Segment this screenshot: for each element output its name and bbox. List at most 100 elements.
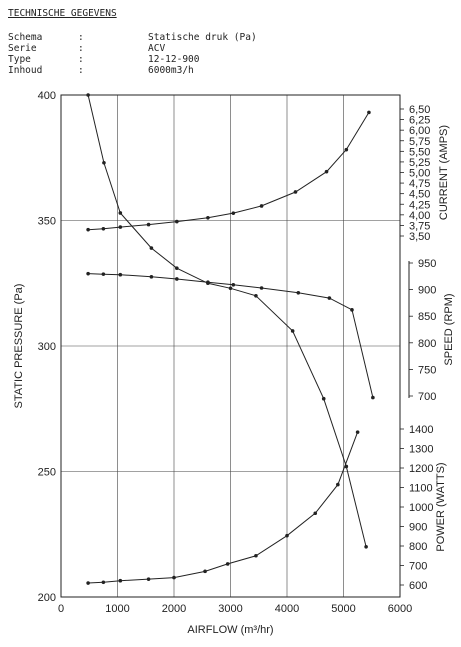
speed-data-point <box>206 280 210 284</box>
x-tick-label: 6000 <box>388 603 412 615</box>
power-tick-label: 800 <box>409 541 427 553</box>
pressure-tick-label: 350 <box>38 216 56 228</box>
power-data-point <box>254 553 258 558</box>
current-tick-label: 6,00 <box>409 125 430 137</box>
current-data-point <box>118 225 123 229</box>
spec-sep: : <box>78 32 84 43</box>
current-data-point <box>367 110 371 115</box>
power-axis-label: POWER (WATTS) <box>435 462 447 551</box>
speed-data-point <box>175 277 179 281</box>
speed-tick-label: 750 <box>418 364 436 376</box>
pressure-data-point <box>149 246 154 250</box>
current-data-point <box>101 227 106 231</box>
current-data-point <box>344 147 349 152</box>
x-tick-label: 4000 <box>275 603 299 615</box>
spec-value: ACV <box>148 43 166 54</box>
current-tick-label: 4,25 <box>409 199 430 211</box>
pressure-data-point <box>321 396 326 401</box>
spec-sep: : <box>78 54 84 65</box>
power-tick-label: 1000 <box>409 502 433 514</box>
power-data-point <box>313 511 318 516</box>
speed-data-point <box>118 272 123 277</box>
speed-tick-label: 700 <box>418 391 436 403</box>
power-tick-label: 1200 <box>409 463 433 475</box>
spec-value: 6000m3/h <box>148 65 194 76</box>
spec-key: Schema <box>8 32 43 43</box>
plot-frame <box>60 94 401 598</box>
x-tick-label: 3000 <box>218 603 242 615</box>
current-tick-label: 5,25 <box>409 157 430 169</box>
current-data-point <box>231 211 236 215</box>
power-tick-label: 1100 <box>409 483 433 495</box>
pressure-data-point <box>228 286 233 291</box>
x-tick-label: 1000 <box>105 603 129 615</box>
current-curve <box>88 112 370 231</box>
speed-data-point <box>259 286 264 290</box>
pressure-tick-label: 250 <box>38 467 56 479</box>
pressure-tick-label: 300 <box>38 341 56 353</box>
power-data-point <box>101 580 106 585</box>
speed-data-point <box>149 275 154 279</box>
pressure-data-point <box>364 545 368 549</box>
speed-curve <box>88 273 374 398</box>
pressure-data-point <box>254 294 258 298</box>
speed-data-point <box>86 271 90 276</box>
power-data-point <box>355 430 360 434</box>
current-data-point <box>175 219 179 224</box>
x-tick-label: 0 <box>58 603 64 615</box>
header-title: TECHNISCHE GEGEVENS <box>8 8 117 19</box>
power-data-point <box>146 577 151 581</box>
speed-tick-label: 800 <box>418 338 436 350</box>
spec-value: Statische druk (Pa) <box>148 32 257 43</box>
current-tick-label: 4,50 <box>409 189 430 201</box>
power-tick-label: 900 <box>409 522 427 534</box>
x-tick-label: 2000 <box>162 603 186 615</box>
current-data-point <box>146 222 151 227</box>
speed-tick-label: 850 <box>418 311 436 323</box>
pressure-data-point <box>290 329 295 333</box>
current-data-point <box>259 204 264 208</box>
power-data-point <box>285 533 289 538</box>
current-tick-label: 5,00 <box>409 168 430 180</box>
speed-data-point <box>350 308 354 312</box>
spec-value: 12-12-900 <box>148 54 200 65</box>
power-data-point <box>203 569 207 574</box>
x-axis-label: AIRFLOW (m³/hr) <box>187 624 273 636</box>
pressure-tick-label: 400 <box>38 90 56 102</box>
power-tick-label: 1400 <box>409 424 433 436</box>
spec-sep: : <box>78 43 84 54</box>
power-tick-label: 1300 <box>409 444 433 456</box>
power-curve <box>88 431 359 584</box>
technical-data-header: TECHNISCHE GEGEVENS Schema : Statische d… <box>0 0 461 90</box>
current-data-point <box>293 190 298 194</box>
current-tick-label: 3,75 <box>409 220 430 232</box>
speed-data-point <box>231 283 236 287</box>
speed-data-point <box>371 395 375 400</box>
current-data-point <box>86 227 90 232</box>
current-data-point <box>206 215 210 220</box>
power-data-point <box>336 482 340 487</box>
power-tick-label: 700 <box>409 561 427 573</box>
pressure-curve <box>87 94 367 547</box>
power-data-point <box>172 575 176 580</box>
x-tick-label: 5000 <box>331 603 355 615</box>
speed-data-point <box>296 290 301 295</box>
power-data-point <box>86 581 90 585</box>
spec-key: Serie <box>8 43 37 54</box>
power-tick-label: 600 <box>409 580 427 592</box>
pressure-data-point <box>86 93 90 97</box>
pressure-data-point <box>118 211 123 215</box>
current-tick-label: 6,25 <box>409 115 430 127</box>
current-tick-label: 6,50 <box>409 104 430 116</box>
current-tick-label: 5,50 <box>409 146 430 158</box>
current-tick-label: 3,50 <box>409 231 430 243</box>
power-data-point <box>225 562 230 566</box>
speed-data-point <box>101 272 106 276</box>
current-axis-label: CURRENT (AMPS) <box>438 125 450 220</box>
speed-tick-label: 950 <box>418 258 436 270</box>
spec-key: Type <box>8 54 31 65</box>
pressure-data-point <box>102 160 106 165</box>
pressure-tick-label: 200 <box>38 592 56 604</box>
pressure-data-point <box>175 266 179 270</box>
